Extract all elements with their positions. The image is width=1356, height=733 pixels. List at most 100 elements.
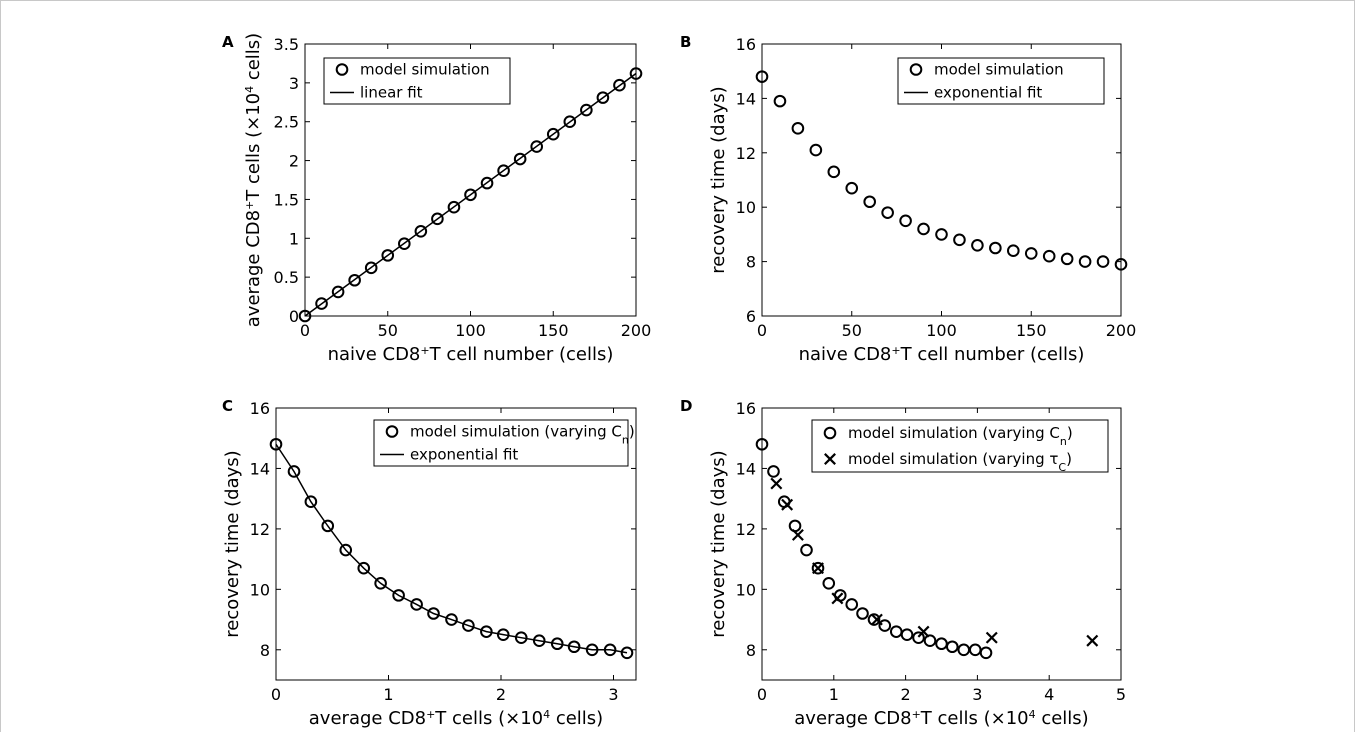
x-tick-label: 100 (455, 321, 486, 340)
data-point-circle (856, 607, 869, 620)
data-point-cross (985, 631, 998, 644)
data-point-circle (550, 637, 564, 651)
data-point-circle (845, 598, 859, 611)
legend-label: model simulation (934, 61, 1064, 79)
y-tick-label: 14 (736, 459, 756, 478)
data-point-circle (900, 628, 914, 641)
legend-label: model simulation (varying τC) (848, 450, 1072, 474)
legend-box (323, 57, 511, 105)
data-point-circle (935, 637, 948, 651)
data-point-circle (546, 127, 560, 141)
fit-line (275, 443, 628, 654)
x-tick-label: 1 (829, 685, 839, 704)
y-tick-label: 10 (736, 580, 756, 599)
data-point-circle (532, 634, 546, 648)
x-tick-label: 0 (757, 321, 767, 340)
data-point-circle (923, 634, 937, 648)
y-tick-label: 16 (736, 399, 756, 418)
y-tick-label: 3 (289, 74, 299, 93)
data-point-circle (464, 188, 477, 202)
data-point-circle (755, 437, 769, 451)
data-point-circle (298, 309, 312, 323)
data-point-circle (1042, 249, 1056, 263)
data-point-circle (863, 195, 877, 209)
y-axis-label: recovery time (days) (708, 450, 729, 637)
legend-label: model simulation (varying Cn) (410, 423, 635, 447)
y-tick-label: 3.5 (274, 35, 299, 54)
legend-box (897, 57, 1105, 105)
data-point-circle (385, 425, 399, 438)
y-tick-label: 1.5 (274, 190, 299, 209)
x-tick-label: 0 (271, 685, 281, 704)
y-tick-label: 8 (260, 641, 270, 660)
x-tick-label: 1 (383, 685, 393, 704)
x-tick-label: 50 (378, 321, 398, 340)
data-point-circle (957, 643, 971, 657)
data-point-circle (755, 70, 769, 83)
y-tick-label: 2 (289, 152, 299, 171)
data-point-circle (348, 273, 361, 287)
legend-box (373, 419, 629, 467)
data-point-circle (331, 285, 345, 299)
legend-label: exponential fit (934, 84, 1042, 102)
legend: model simulation linear fit (323, 57, 511, 105)
legend-label: exponential fit (410, 446, 518, 464)
data-point-circle (287, 465, 301, 478)
data-point-circle (497, 164, 510, 177)
data-point-cross (870, 613, 883, 626)
legend: model simulation (varying Cn)exponential… (373, 419, 635, 467)
x-tick-label: 2 (496, 685, 506, 704)
data-point-circle (398, 237, 411, 251)
y-tick-label: 14 (736, 89, 756, 108)
legend: model simulation exponential fit (897, 57, 1105, 105)
data-point-circle (496, 628, 510, 641)
series (770, 477, 1099, 647)
data-point-circle (788, 519, 802, 533)
x-tick-label: 0 (300, 321, 310, 340)
y-axis-label: average CD8+T cells (×104 cells) (243, 33, 265, 327)
data-point-circle (899, 214, 912, 228)
data-point-circle (889, 625, 903, 638)
data-point-cross (770, 477, 783, 490)
data-point-circle (364, 261, 378, 275)
y-tick-label: 8 (746, 253, 756, 272)
data-point-circle (971, 238, 984, 252)
data-point-circle (811, 561, 825, 575)
data-point-cross (917, 625, 930, 638)
y-tick-label: 10 (250, 580, 270, 599)
y-axis-label: recovery time (days) (708, 86, 729, 273)
panel-label: D (680, 397, 692, 415)
data-point-circle (410, 598, 423, 611)
data-point-circle (321, 519, 335, 533)
data-point-circle (563, 115, 577, 129)
data-point-circle (827, 165, 841, 179)
data-point-circle (1096, 255, 1110, 268)
series (275, 443, 628, 654)
panel-label: A (222, 33, 234, 51)
data-point-circle (979, 646, 993, 660)
data-point-circle (968, 643, 982, 657)
data-point-circle (427, 607, 440, 620)
chart-panel-b: B 0 50 100 150 200 6 8 10 12 14 16 naive CD8+T cell … (680, 33, 1136, 365)
data-point-circle (431, 212, 444, 226)
data-point-circle (791, 122, 805, 135)
y-tick-label: 8 (746, 641, 756, 660)
x-tick-label: 150 (1016, 321, 1047, 340)
x-tick-label: 3 (972, 685, 982, 704)
data-point-circle (269, 437, 283, 451)
data-point-circle (800, 543, 813, 557)
data-point-circle (447, 200, 461, 214)
data-point-circle (315, 297, 328, 310)
legend-label: linear fit (360, 84, 423, 102)
data-point-circle (945, 640, 959, 654)
data-point-circle (530, 140, 544, 153)
data-point-circle (567, 640, 581, 654)
series (755, 437, 993, 660)
data-point-circle (867, 613, 881, 626)
y-tick-label: 0.5 (274, 268, 299, 287)
data-point-cross (791, 528, 804, 541)
y-tick-label: 12 (736, 144, 756, 163)
